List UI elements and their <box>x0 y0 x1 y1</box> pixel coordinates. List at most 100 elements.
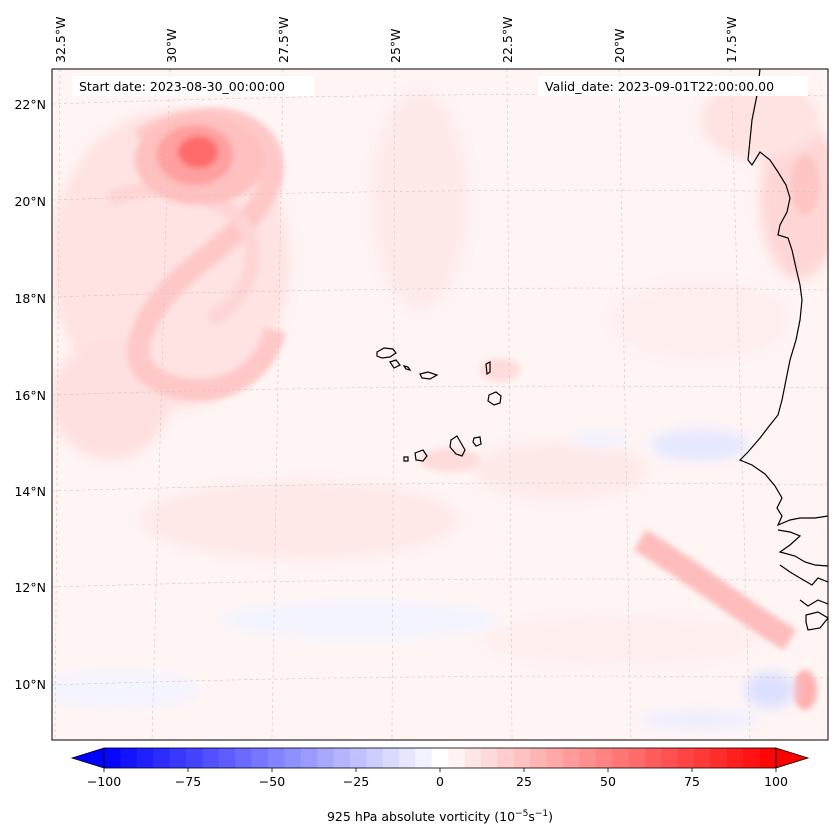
colorbar-cell <box>136 748 154 768</box>
colorbar-label: 925 hPa absolute vorticity (10−5s−1) <box>327 809 553 824</box>
colorbar-cell <box>743 748 761 768</box>
africa-coastline <box>799 599 828 607</box>
latitude-labels: 22°N 20°N 18°N 16°N 14°N 12°N 10°N <box>14 97 46 692</box>
cape-verde-island <box>472 436 482 447</box>
colorbar-cell <box>710 748 728 768</box>
field-patch <box>106 182 260 327</box>
field-patch <box>52 672 200 708</box>
colorbar-cells <box>104 748 777 768</box>
colorbar-low-extend <box>70 747 105 769</box>
colorbar-cell <box>218 748 236 768</box>
colorbar-cell <box>415 748 433 768</box>
colorbar-cell <box>104 748 121 768</box>
longitude-labels: 32.5°W 30°W 27.5°W 25°W 22.5°W 20°W 17.5… <box>53 17 739 63</box>
field-patch <box>700 80 820 160</box>
coastlines <box>376 69 828 631</box>
colorbar-cell <box>497 748 515 768</box>
africa-coastline <box>805 611 828 631</box>
cape-verde-island <box>389 359 401 369</box>
colorbar-cell <box>185 748 203 768</box>
field-patch <box>570 432 630 448</box>
lon-label: 22.5°W <box>500 17 515 63</box>
colorbar-cell <box>284 748 302 768</box>
africa-coastline <box>738 69 828 527</box>
field-patch <box>793 670 817 710</box>
cape-verde-island <box>403 456 409 462</box>
colorbar-cell <box>644 748 662 768</box>
colorbar-ticks: −100 −75 −50 −25 0 25 50 75 100 <box>87 768 788 789</box>
colorbar-tick-label: 50 <box>600 774 616 789</box>
graticule <box>52 69 828 740</box>
plot-frame <box>51 68 829 741</box>
colorbar-cell <box>759 748 777 768</box>
cape-verde-island <box>414 449 428 462</box>
colorbar-cell <box>726 748 744 768</box>
lon-label: 20°W <box>612 28 627 63</box>
colorbar-cell <box>448 748 466 768</box>
colorbar-tick-label: 75 <box>684 774 700 789</box>
lat-label: 10°N <box>14 677 46 692</box>
colorbar-tick-label: −100 <box>87 774 121 789</box>
field-patch <box>52 340 170 460</box>
cape-verde-island <box>419 371 439 380</box>
africa-coastline <box>779 564 828 586</box>
colorbar-cell <box>579 748 597 768</box>
field-patch <box>791 155 819 215</box>
lat-label: 14°N <box>14 484 46 499</box>
lat-label: 18°N <box>14 291 46 306</box>
cape-verde-island <box>485 361 491 376</box>
colorbar-cell <box>333 748 351 768</box>
lon-label: 27.5°W <box>276 17 291 63</box>
colorbar-cell <box>300 748 318 768</box>
colorbar-cell <box>251 748 269 768</box>
lat-label: 22°N <box>14 97 46 112</box>
colorbar: −100 −75 −50 −25 0 25 50 75 100 925 hPa absolute… <box>70 747 810 824</box>
field-patch <box>178 136 218 168</box>
field-patch <box>633 529 797 651</box>
colorbar-high-extend <box>775 747 810 769</box>
field-patch <box>640 710 760 730</box>
field-patch <box>480 615 760 665</box>
colorbar-cell <box>562 748 580 768</box>
field-patch <box>650 429 750 461</box>
colorbar-tick-label: −25 <box>343 774 369 789</box>
colorbar-tick-label: −50 <box>259 774 285 789</box>
lon-label: 30°W <box>164 28 179 63</box>
start-date: Start date: 2023-08-30_00:00:00 <box>79 79 285 94</box>
colorbar-cell <box>546 748 564 768</box>
colorbar-cell <box>677 748 695 768</box>
colorbar-cell <box>480 748 498 768</box>
field-patch <box>610 280 790 360</box>
field-patch <box>745 672 795 708</box>
lon-label: 25°W <box>388 28 403 63</box>
colorbar-cell <box>267 748 285 768</box>
cape-verde-island <box>449 435 466 457</box>
field-patch <box>220 602 500 638</box>
lat-label: 20°N <box>14 194 46 209</box>
colorbar-tick-label: 100 <box>764 774 788 789</box>
colorbar-cell <box>169 748 187 768</box>
colorbar-cell <box>694 748 711 768</box>
colorbar-cell <box>431 748 449 768</box>
colorbar-cell <box>628 748 646 768</box>
colorbar-cell <box>612 748 629 768</box>
cape-verde-island <box>376 347 397 359</box>
colorbar-tick-label: 25 <box>516 774 532 789</box>
vorticity-field <box>52 80 828 730</box>
colorbar-cell <box>349 748 367 768</box>
colorbar-cell <box>661 748 679 768</box>
start-date-box <box>72 76 314 96</box>
field-patch <box>420 448 480 472</box>
valid-date: Valid_date: 2023-09-01T22:00:00.00 <box>545 79 774 94</box>
colorbar-cell <box>513 748 531 768</box>
colorbar-cell <box>235 748 253 768</box>
colorbar-tick-label: −75 <box>175 774 201 789</box>
colorbar-cell <box>382 748 400 768</box>
lon-label: 32.5°W <box>53 17 68 63</box>
colorbar-cell <box>366 748 384 768</box>
valid-date-box <box>538 76 808 96</box>
colorbar-cell <box>202 748 220 768</box>
colorbar-cell <box>530 748 548 768</box>
colorbar-cell <box>120 748 138 768</box>
